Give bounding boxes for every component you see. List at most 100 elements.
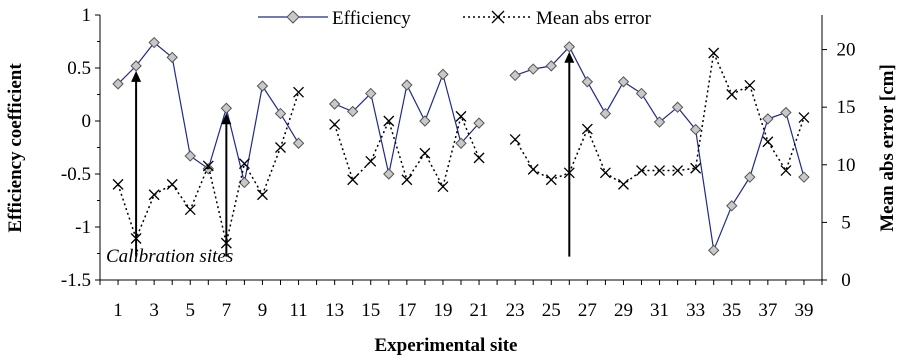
efficiency-point: [581, 76, 594, 88]
x-tick-label: 11: [289, 300, 307, 321]
legend-efficiency-marker: [286, 10, 300, 24]
legend-efficiency-label: Efficiency: [332, 8, 411, 29]
right-tick-label: 15: [837, 97, 856, 118]
error-point: [347, 174, 359, 186]
error-point: [762, 136, 774, 148]
efficiency-point: [744, 171, 756, 183]
efficiency-point: [346, 105, 359, 118]
x-tick-label: 5: [186, 300, 196, 321]
efficiency-point: [383, 168, 395, 180]
left-axis: 1 0.5 0 -0.5 -1 -1.5: [61, 5, 100, 291]
left-tick-label: -0.5: [61, 164, 91, 185]
efficiency-series: [112, 36, 810, 257]
error-point: [527, 163, 539, 175]
x-axis: 1 3 5 7 9 11 13 15 17 19 21 23 25 27 29 31 33 35 37 39: [99, 280, 823, 321]
calibration-arrow-head: [131, 70, 142, 82]
efficiency-point: [689, 123, 702, 136]
left-tick-label: 0: [82, 111, 92, 132]
x-tick-label: 39: [794, 300, 813, 321]
efficiency-point: [419, 115, 431, 127]
error-point: [545, 174, 557, 186]
efficiency-point: [653, 116, 666, 128]
efficiency-point: [509, 69, 521, 82]
error-point: [256, 189, 268, 201]
error-point: [581, 123, 593, 135]
legend-error-marker: [491, 10, 505, 24]
right-tick-label: 0: [841, 270, 851, 291]
error-point: [166, 178, 178, 190]
efficiency-point: [798, 171, 810, 183]
error-point: [437, 181, 449, 193]
error-point: [184, 204, 196, 216]
left-axis-title: Efficiency coefficient: [5, 63, 26, 233]
error-point: [202, 160, 214, 172]
x-tick-label: 1: [113, 300, 123, 321]
efficiency-point: [726, 200, 738, 212]
right-axis: 20 15 10 5 0: [822, 40, 856, 291]
error-point: [509, 133, 521, 145]
error-point: [473, 152, 485, 164]
legend: Efficiency Mean abs error: [258, 8, 652, 29]
error-point: [401, 174, 413, 186]
error-point: [455, 110, 467, 122]
x-tick-label: 31: [650, 300, 669, 321]
efficiency-point: [238, 176, 251, 189]
mean-abs-error-series: [112, 47, 810, 249]
x-tick-label: 23: [506, 300, 525, 321]
efficiency-point: [780, 106, 792, 119]
x-tick-label: 27: [578, 300, 597, 321]
x-tick-label: 13: [325, 300, 344, 321]
error-point: [744, 79, 756, 91]
x-tick-label: 7: [222, 300, 232, 321]
error-point: [148, 189, 160, 201]
x-tick-label: 21: [470, 300, 489, 321]
error-point: [617, 178, 629, 190]
left-tick-label: 0.5: [67, 58, 91, 79]
series-line: [117, 91, 300, 244]
right-tick-label: 20: [837, 40, 856, 61]
efficiency-point: [184, 150, 196, 162]
series-line: [333, 114, 480, 189]
efficiency-point: [545, 60, 557, 72]
series-line: [514, 50, 805, 186]
efficiency-point: [599, 107, 612, 120]
efficiency-point: [707, 244, 720, 257]
error-point: [690, 162, 702, 174]
efficiency-point: [455, 137, 467, 149]
efficiency-point: [328, 98, 341, 110]
x-tick-label: 35: [722, 300, 741, 321]
x-tick-label: 15: [361, 300, 380, 321]
error-point: [293, 86, 305, 98]
efficiency-point: [365, 87, 377, 100]
efficiency-point: [256, 80, 269, 92]
left-tick-label: -1: [75, 217, 91, 238]
x-tick-label: 19: [433, 300, 452, 321]
right-tick-label: 10: [837, 155, 856, 176]
error-point: [599, 167, 611, 179]
right-axis-title: Mean abs error [cm]: [877, 64, 898, 232]
x-axis-title: Experimental site: [374, 335, 517, 356]
error-point: [365, 155, 377, 167]
error-point: [672, 165, 684, 177]
error-point: [112, 178, 124, 190]
x-tick-label: 3: [149, 300, 159, 321]
efficiency-point: [220, 102, 233, 114]
error-point: [329, 118, 341, 130]
calibration-arrows: [131, 51, 575, 257]
efficiency-point: [292, 137, 305, 149]
x-tick-label: 25: [542, 300, 561, 321]
x-tick-label: 17: [397, 300, 416, 321]
efficiency-point: [527, 63, 539, 75]
error-point: [708, 47, 720, 59]
x-tick-label: 9: [258, 300, 268, 321]
calibration-arrow-head: [221, 113, 232, 125]
error-point: [275, 142, 286, 153]
series-line: [514, 45, 805, 253]
right-tick-label: 5: [841, 212, 851, 233]
error-point: [419, 147, 431, 159]
legend-error-label: Mean abs error: [536, 8, 652, 29]
efficiency-point: [762, 113, 774, 125]
error-point: [780, 165, 792, 177]
series-layer: [112, 36, 810, 257]
